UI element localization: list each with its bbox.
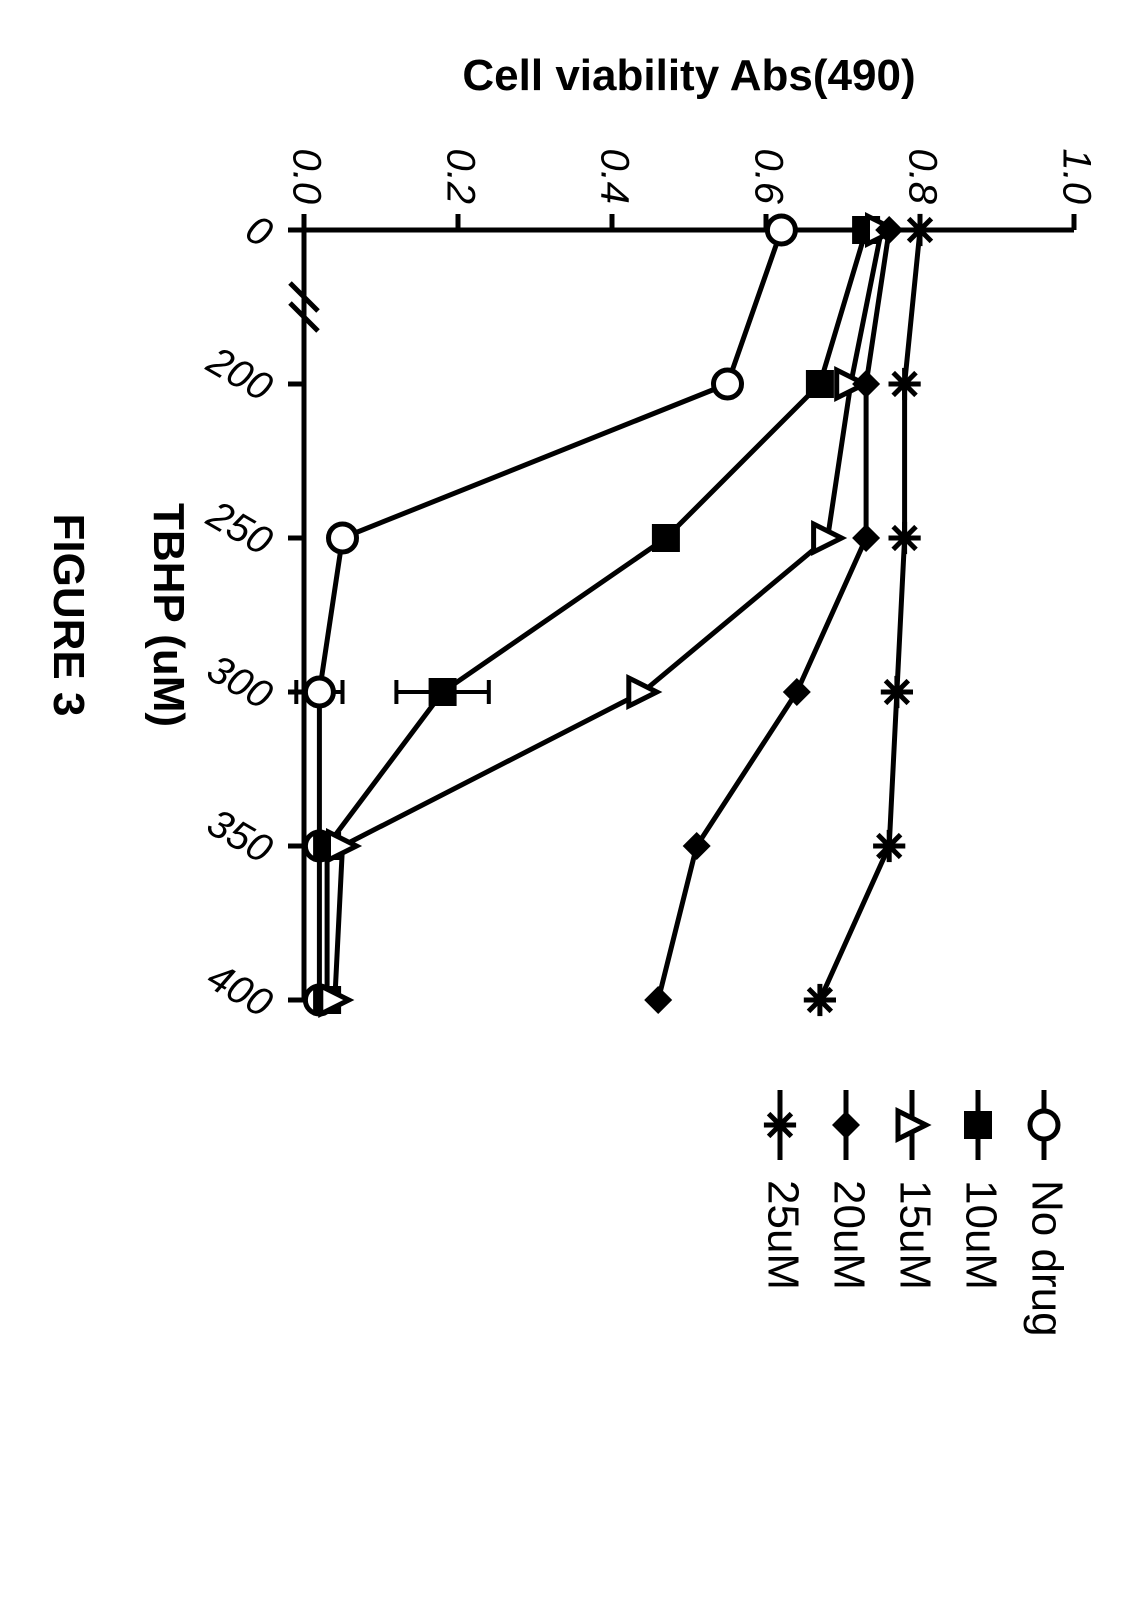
ytick-label: 0.4 — [592, 148, 636, 204]
legend-label: 20uM — [824, 1180, 873, 1290]
legend-label: No drug — [1022, 1180, 1071, 1337]
figure-stage: 0.00.20.40.60.81.00200250300350400Cell v… — [0, 0, 1134, 1607]
legend-label: 10uM — [956, 1180, 1005, 1290]
figure-caption: FIGURE 3 — [44, 514, 93, 717]
ytick-label: 0.8 — [900, 148, 944, 204]
ytick-label: 0.6 — [746, 148, 790, 204]
ytick-label: 0.0 — [284, 148, 328, 204]
ytick-label: 1.0 — [1054, 148, 1098, 204]
legend-label: 15uM — [890, 1180, 939, 1290]
x-axis-label: TBHP (uM) — [144, 503, 193, 727]
y-axis-label: Cell viability Abs(490) — [462, 51, 915, 100]
legend-label: 25uM — [758, 1180, 807, 1290]
ytick-label: 0.2 — [438, 148, 482, 204]
figure-inner: 0.00.20.40.60.81.00200250300350400Cell v… — [0, 0, 1134, 1607]
chart-svg: 0.00.20.40.60.81.00200250300350400Cell v… — [0, 0, 1134, 1607]
